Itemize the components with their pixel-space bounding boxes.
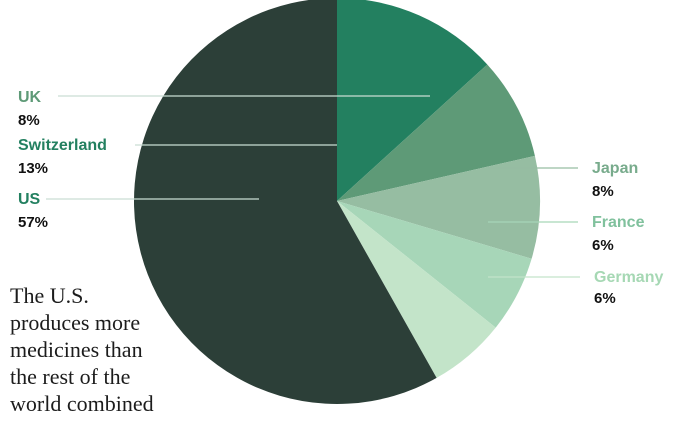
pie-slice-uk <box>337 64 535 201</box>
pie-slice-switzerland <box>337 0 488 201</box>
slice-value-france: 6% <box>592 237 614 254</box>
slice-value-japan: 8% <box>592 183 614 200</box>
caption-line: the rest of the <box>10 364 131 389</box>
slice-label-germany: Germany <box>594 269 663 286</box>
caption-line: medicines than <box>10 337 143 362</box>
slice-value-switzerland: 13% <box>18 160 48 177</box>
slice-value-us: 57% <box>18 214 48 231</box>
pie-labels: Switzerland 13% UK 8% Japan 8% France 6% Germany… <box>18 89 663 307</box>
slice-label-us: US <box>18 191 41 208</box>
pie-slice-japan <box>337 155 540 259</box>
slice-label-japan: Japan <box>592 160 638 177</box>
caption-line: The U.S. <box>10 283 89 308</box>
slice-value-uk: 8% <box>18 112 40 129</box>
slice-label-france: France <box>592 214 645 231</box>
pie-slice-us <box>134 0 437 404</box>
slice-label-switzerland: Switzerland <box>18 137 107 154</box>
chart-caption: The U.S. produces more medicines than th… <box>10 282 210 417</box>
pie-slices <box>134 0 540 404</box>
pie-slice-france <box>337 201 532 328</box>
pie-slice-germany <box>337 201 496 378</box>
slice-value-germany: 6% <box>594 290 616 307</box>
caption-line: world combined <box>10 391 154 416</box>
slice-label-uk: UK <box>18 89 42 106</box>
caption-line: produces more <box>10 310 141 335</box>
